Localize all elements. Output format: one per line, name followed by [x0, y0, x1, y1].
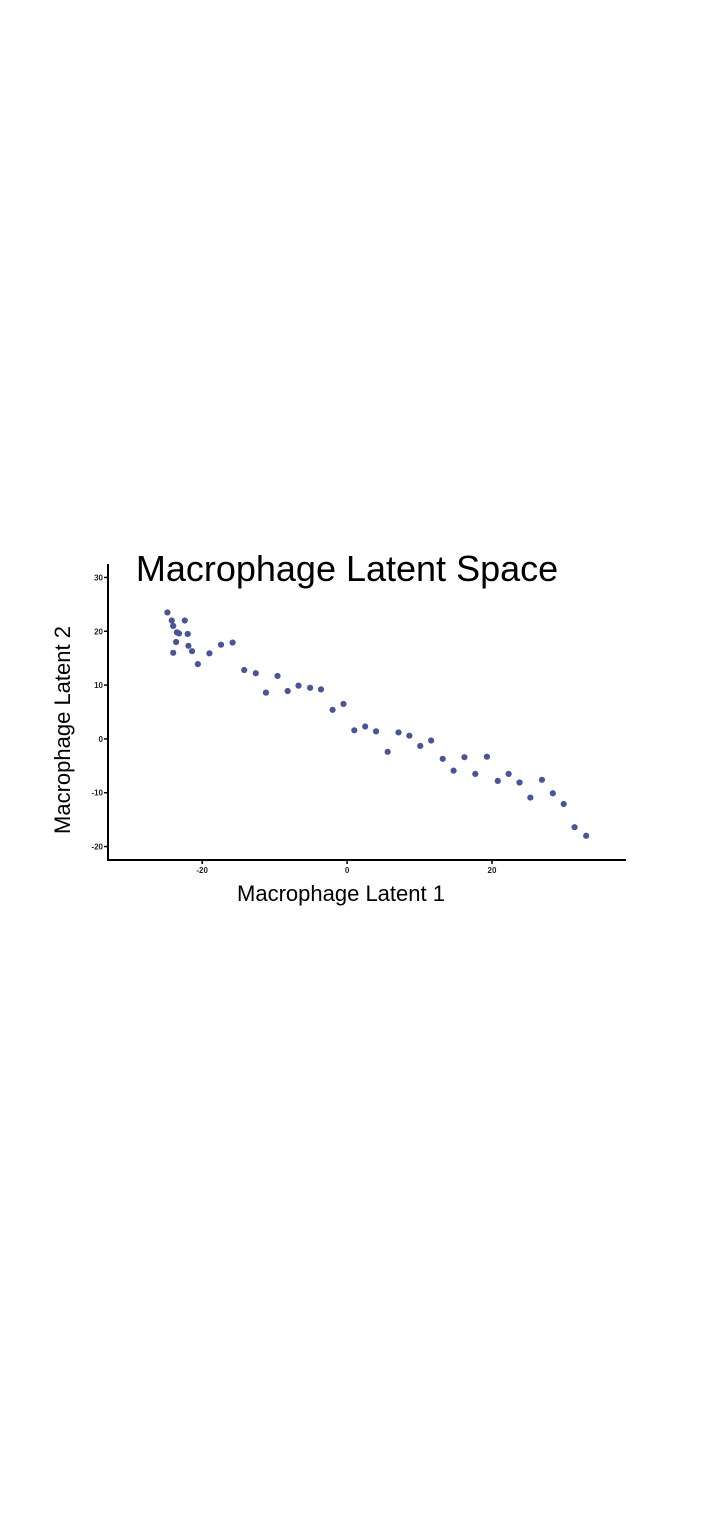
- y-tick-label: 0: [99, 735, 104, 744]
- data-point: [284, 687, 291, 695]
- data-point: [217, 641, 225, 648]
- data-point: [450, 767, 457, 774]
- data-point: [417, 742, 424, 750]
- data-point: [583, 832, 590, 839]
- data-point: [262, 689, 270, 696]
- x-axis-ticks: -20 0 20: [196, 860, 497, 875]
- data-point: [560, 800, 567, 808]
- data-point: [329, 706, 336, 713]
- chart-title: Macrophage Latent Space: [136, 548, 558, 589]
- data-point: [439, 755, 446, 762]
- x-tick-label: 0: [345, 866, 350, 875]
- y-axis-ticks: -20 -10 0 10 20 30: [91, 573, 108, 852]
- data-points: [164, 609, 590, 839]
- data-point: [274, 672, 281, 680]
- data-point: [372, 728, 380, 735]
- y-tick-label: -20: [91, 843, 103, 852]
- data-point: [549, 790, 556, 797]
- y-tick-label: -10: [91, 789, 103, 798]
- data-point: [317, 686, 325, 693]
- data-point: [295, 682, 302, 689]
- data-point: [185, 642, 192, 649]
- x-tick-label: 20: [488, 866, 497, 875]
- y-tick-label: 20: [94, 627, 103, 636]
- data-point: [252, 670, 259, 677]
- data-point: [229, 639, 236, 646]
- data-point: [395, 729, 402, 736]
- data-point: [170, 622, 177, 629]
- y-tick-label: 30: [94, 573, 103, 582]
- data-point: [175, 630, 183, 637]
- data-point: [483, 753, 491, 760]
- data-point: [340, 700, 347, 708]
- x-tick-label: -20: [196, 866, 208, 875]
- data-point: [406, 732, 413, 739]
- data-point: [184, 630, 191, 638]
- x-axis-title: Macrophage Latent 1: [237, 881, 445, 906]
- data-point: [164, 609, 171, 616]
- data-point: [170, 649, 177, 656]
- data-point: [362, 723, 369, 730]
- data-point: [494, 777, 501, 784]
- data-point: [571, 824, 578, 831]
- data-point: [461, 754, 468, 761]
- data-point: [168, 617, 175, 624]
- data-point: [307, 684, 314, 691]
- data-point: [472, 770, 479, 777]
- data-point: [505, 770, 512, 777]
- data-point: [351, 727, 358, 734]
- data-point: [188, 648, 196, 655]
- y-tick-label: 10: [94, 681, 103, 690]
- data-point: [384, 748, 391, 755]
- data-point: [194, 661, 201, 668]
- data-point: [538, 776, 546, 783]
- data-point: [181, 617, 188, 624]
- data-point: [527, 794, 534, 801]
- data-point: [241, 666, 248, 674]
- data-point: [173, 638, 180, 646]
- data-point: [206, 650, 213, 657]
- y-axis-title: Macrophage Latent 2: [50, 626, 75, 834]
- data-point: [428, 737, 435, 744]
- data-point: [516, 779, 523, 786]
